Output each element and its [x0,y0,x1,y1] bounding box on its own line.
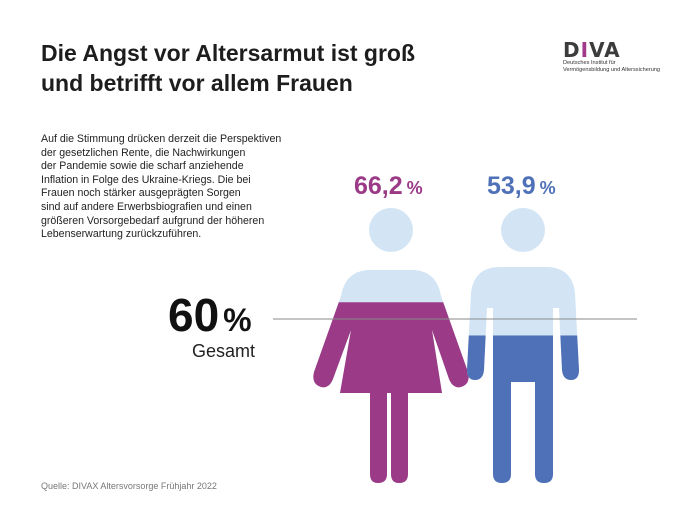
intro-line: Inflation in Folge des Ukraine-Kriegs. D… [41,173,251,186]
men-value: 53,9 [487,172,536,200]
diva-logo: DIVA Deutsches Institut für Vermögensbil… [563,40,683,74]
total-value-unit: % [223,302,252,338]
intro-line: der gesetzlichen Rente, die Nachwirkunge… [41,146,246,159]
title-line-2: und betrifft vor allem Frauen [41,70,353,96]
total-value-label: 60% [168,288,252,347]
logo-letters-va: VA [589,38,621,62]
men-value-label: 53,9% [487,172,556,201]
intro-line: Lebenserwartung zurückzuführen. [41,228,202,241]
logo-tagline-2: Vermögensbildung und Alterssicherung [563,67,661,73]
intro-line: größeren Vorsorgebedarf aufgrund der höh… [41,214,265,227]
page-title: Die Angst vor Altersarmut ist groß und b… [41,38,415,98]
total-value: 60 [168,289,220,341]
intro-line: sind auf andere Erwerbsbiografien und ei… [41,200,252,213]
intro-line: der Pandemie sowie die scharf anziehende [41,160,244,173]
logo-tagline-1: Deutsches Institut für [563,60,616,66]
logo-letter-d: D [563,38,581,62]
woman-figure-icon [313,208,469,483]
women-value-unit: % [406,178,423,198]
logo-wordmark: DIVA [563,40,683,60]
title-line-1: Die Angst vor Altersarmut ist groß [41,40,416,66]
intro-paragraph: Auf die Stimmung drücken derzeit die Per… [41,133,301,242]
women-value-label: 66,2% [354,172,423,201]
logo-letter-i: I [580,38,590,62]
intro-line: Auf die Stimmung drücken derzeit die Per… [41,133,282,145]
men-value-unit: % [539,178,556,198]
women-value: 66,2 [354,172,403,200]
intro-line: Frauen noch stärker ausgeprägten Sorgen [41,187,241,200]
total-caption: Gesamt [192,341,256,361]
women-value-fill [313,302,469,483]
source-note: Quelle: DIVAX Altersvorsorge Frühjahr 20… [41,481,217,491]
